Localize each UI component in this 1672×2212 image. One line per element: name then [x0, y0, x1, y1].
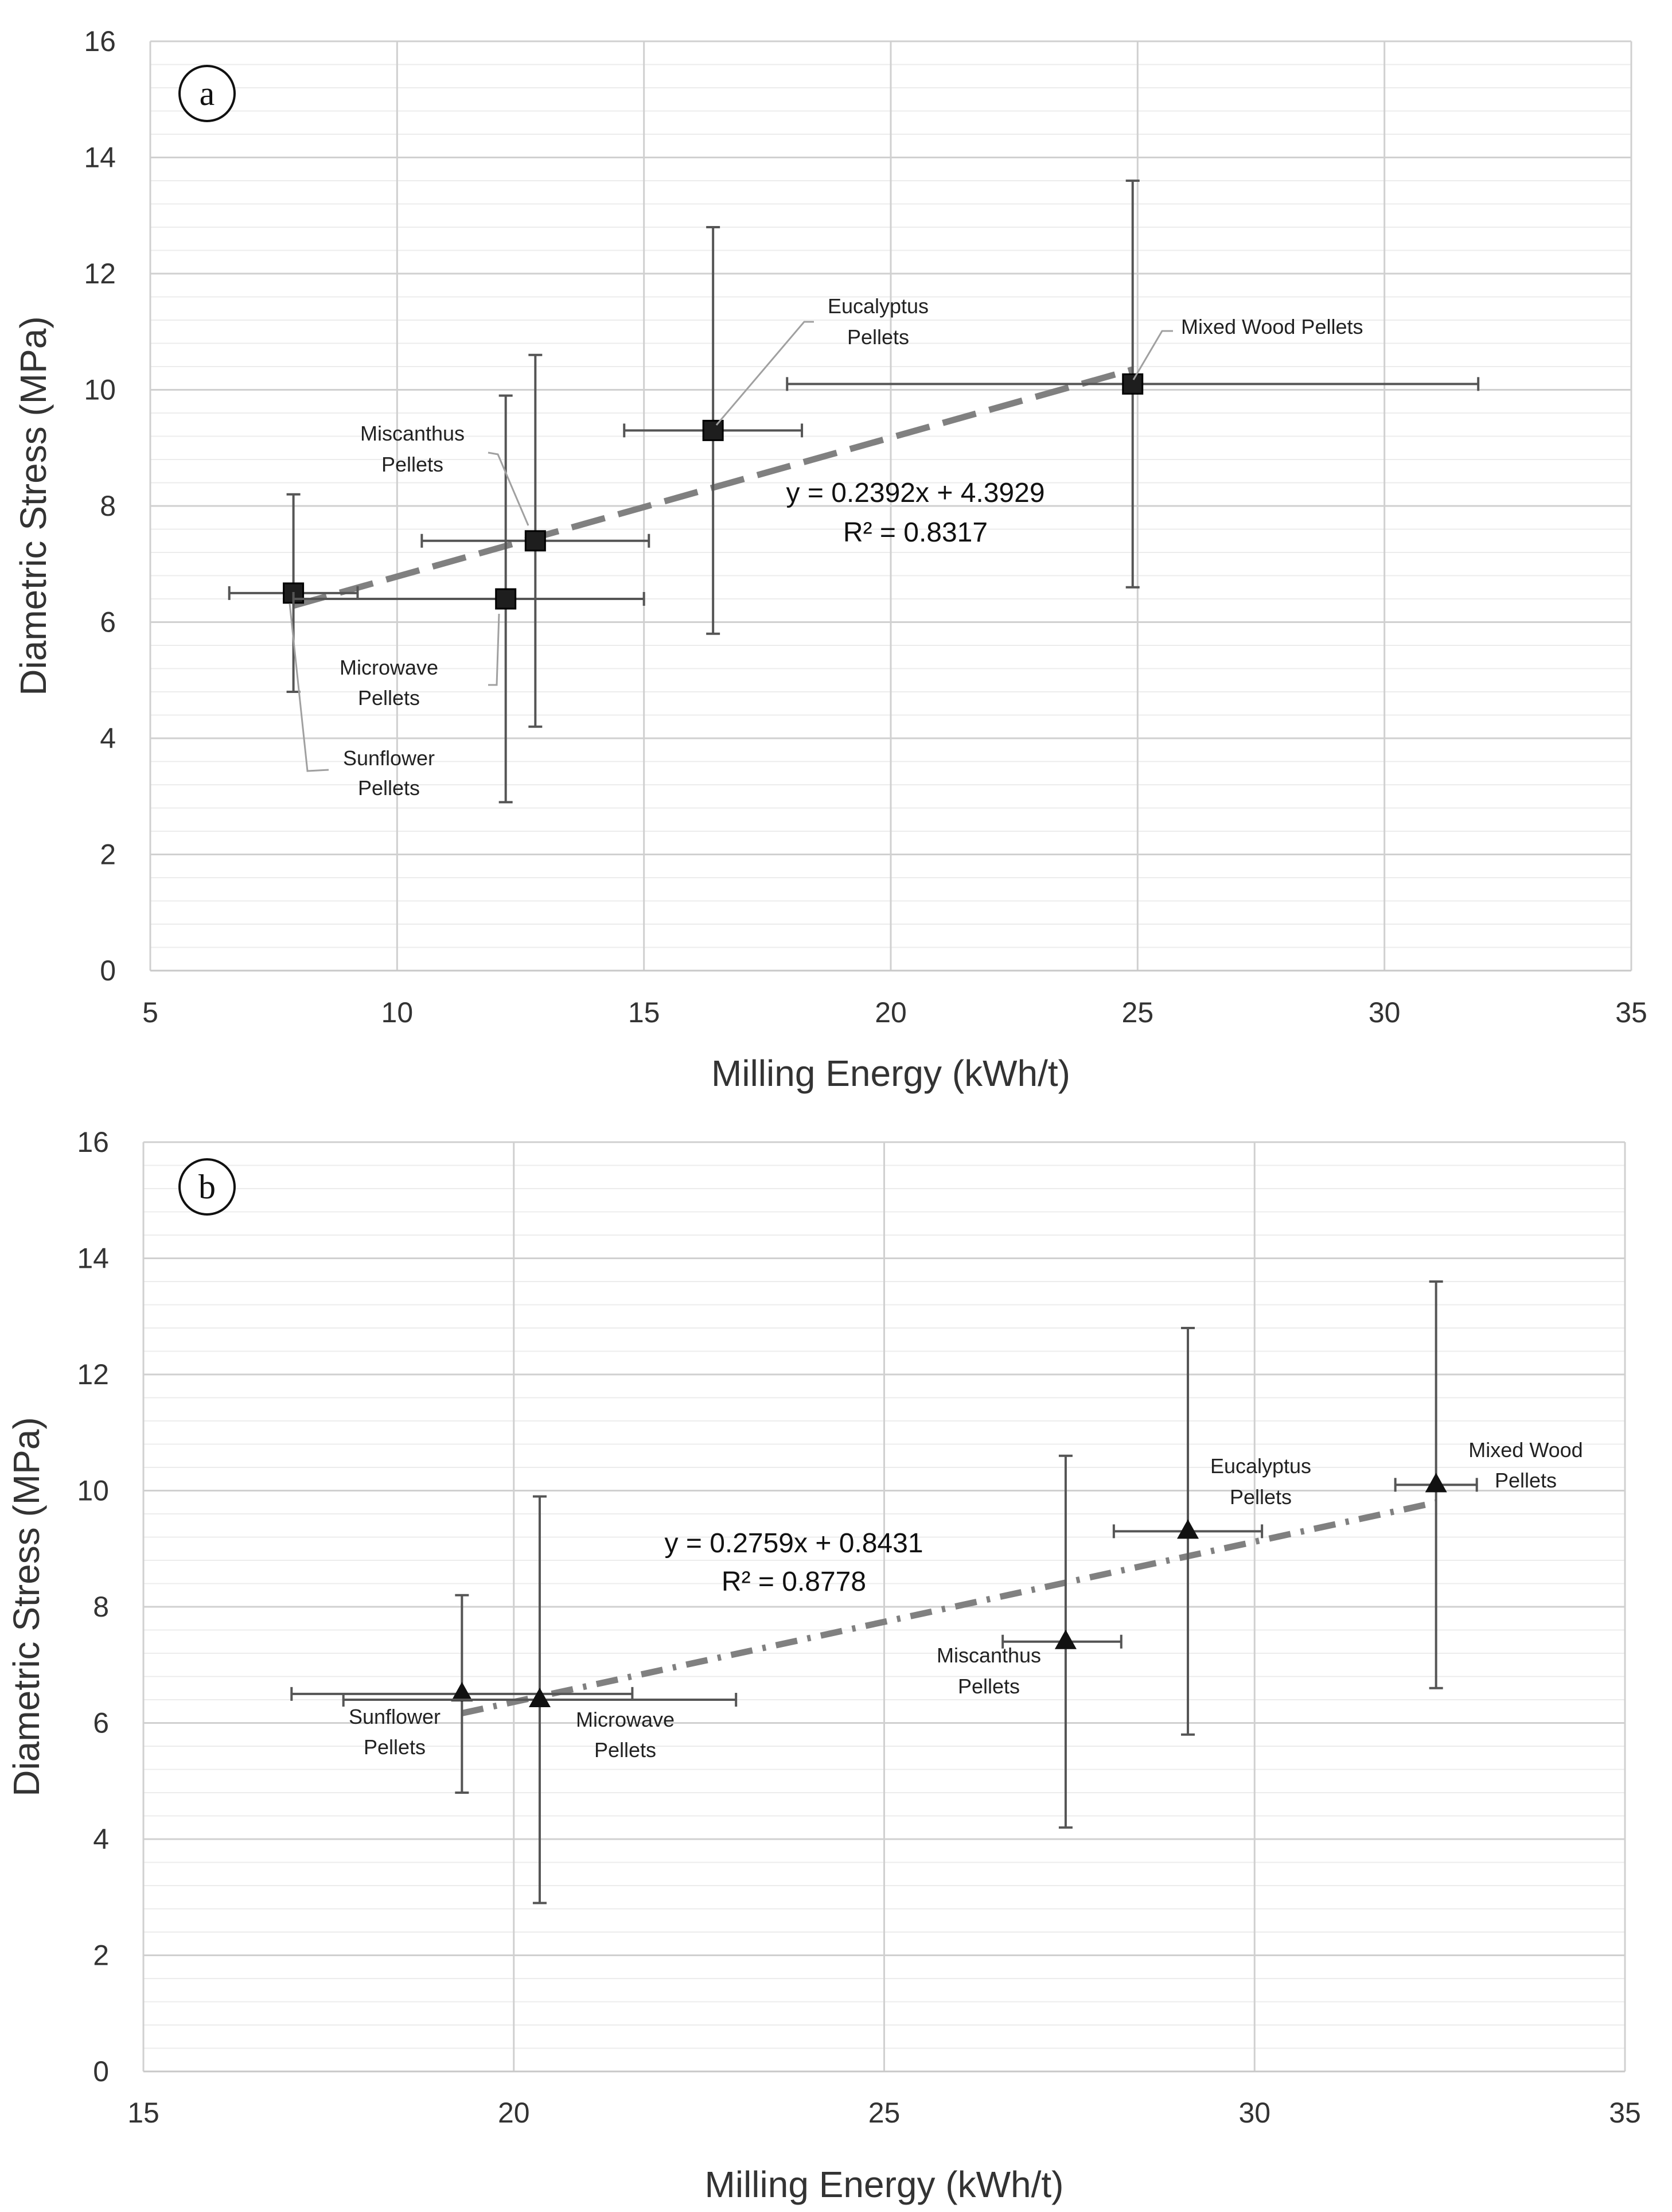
x-tick-label: 10	[381, 996, 414, 1029]
x-tick-label: 5	[142, 996, 158, 1029]
y-tick-label: 12	[77, 1358, 109, 1391]
data-point: Eucalyptus Pellets	[1112, 1327, 1311, 1736]
y-tick-label: 14	[77, 1243, 109, 1275]
triangle-marker	[1177, 1519, 1199, 1539]
x-tick-label: 15	[628, 996, 660, 1029]
trendline-r-squared: R² = 0.8778	[722, 1567, 866, 1597]
data-point: Miscanthus Pellets	[937, 1454, 1123, 1829]
label-leader-line	[289, 603, 329, 772]
square-marker	[1122, 373, 1144, 395]
data-point: Mixed Wood Pellets	[786, 180, 1480, 589]
x-tick-label: 35	[1615, 996, 1647, 1029]
point-label: Mixed Wood Pellets	[1181, 315, 1363, 338]
label-leader-line	[488, 451, 529, 526]
x-tick-label: 20	[498, 2097, 530, 2129]
y-tick-label: 6	[93, 1707, 109, 1739]
y-axis-title: Diametric Stress (MPa)	[13, 316, 54, 695]
trendline-equation: y = 0.2392x + 4.3929	[786, 478, 1044, 508]
triangle-marker	[1425, 1473, 1447, 1493]
y-tick-label: 10	[77, 1475, 109, 1507]
point-label: Mixed Wood	[1468, 1438, 1583, 1462]
y-tick-label: 12	[84, 258, 116, 290]
point-label: Pellets	[1230, 1485, 1292, 1509]
panel-letter: a	[200, 75, 215, 112]
y-tick-label: 4	[93, 1823, 109, 1855]
y-tick-label: 2	[93, 1940, 109, 1972]
data-point: Miscanthus Pellets	[360, 353, 650, 728]
point-label: Pellets	[594, 1738, 656, 1762]
point-label: Sunflower	[349, 1705, 441, 1728]
trendline-r-squared: R² = 0.8317	[843, 517, 988, 548]
square-marker	[495, 588, 517, 610]
panel-a: 0 2 4 6 8 10 12 14 16 5 10 15 20 25 30 35 Milling Energy…	[13, 25, 1647, 1094]
x-tick-label: 30	[1369, 996, 1401, 1029]
triangle-marker	[528, 1688, 551, 1707]
x-tick-label: 15	[127, 2097, 159, 2129]
point-label: Sunflower	[343, 746, 435, 770]
square-marker	[702, 419, 724, 441]
panel-b: 0 2 4 6 8 10 12 14 16 15 20 25 30 35 Milling Energy (k…	[6, 1126, 1641, 2205]
square-marker	[524, 530, 546, 552]
point-label: Microwave	[576, 1708, 675, 1731]
y-tick-label: 8	[93, 1591, 109, 1623]
x-tick-label: 25	[1122, 996, 1154, 1029]
panel-letter-circle	[178, 1158, 236, 1216]
data-point: Eucalyptus Pellets	[623, 226, 929, 635]
trendline	[461, 1499, 1437, 1716]
y-axis-title: Diametric Stress (MPa)	[6, 1417, 47, 1796]
point-label: Pellets	[381, 453, 443, 476]
x-tick-label: 25	[868, 2097, 901, 2129]
point-label: Pellets	[358, 776, 420, 800]
label-leader-line	[488, 613, 500, 686]
x-tick-label: 30	[1238, 2097, 1270, 2129]
y-tick-label: 16	[77, 1126, 109, 1158]
data-point: Sunflower Pellets	[290, 1594, 634, 1794]
point-label: Pellets	[958, 1674, 1020, 1698]
x-tick-label: 35	[1609, 2097, 1641, 2129]
point-label: Pellets	[847, 325, 909, 349]
y-tick-label: 10	[84, 374, 116, 406]
point-label: Pellets	[1495, 1469, 1557, 1492]
data-point: Microwave Pellets	[342, 1495, 738, 1905]
y-tick-label: 0	[100, 955, 116, 987]
y-tick-label: 6	[100, 606, 116, 638]
x-axis-title: Milling Energy (kWh/t)	[711, 1053, 1070, 1094]
triangle-marker	[451, 1681, 473, 1701]
trendline-equation: y = 0.2759x + 0.8431	[664, 1528, 923, 1559]
y-tick-label: 16	[84, 25, 116, 57]
y-tick-label: 2	[100, 839, 116, 871]
point-label: Miscanthus	[360, 422, 465, 445]
point-label: Pellets	[358, 686, 420, 710]
point-label: Eucalyptus	[1210, 1454, 1311, 1478]
point-label: Miscanthus	[937, 1644, 1041, 1667]
triangle-marker	[1054, 1629, 1077, 1649]
point-label: Pellets	[364, 1735, 426, 1759]
panel-letter-circle	[178, 65, 236, 122]
point-label: Microwave	[340, 656, 438, 679]
y-tick-label: 14	[84, 142, 116, 174]
y-tick-label: 8	[100, 490, 116, 522]
data-point: Microwave Pellets	[292, 394, 645, 804]
y-tick-label: 4	[100, 722, 116, 754]
label-leader-line	[715, 321, 814, 426]
y-tick-label: 0	[93, 2055, 109, 2088]
label-leader-line	[1132, 330, 1173, 380]
panel-letter: b	[198, 1168, 216, 1206]
data-point: Mixed Wood Pellets	[1394, 1280, 1583, 1689]
x-tick-label: 20	[875, 996, 907, 1029]
x-axis-title: Milling Energy (kWh/t)	[705, 2164, 1064, 2205]
point-label: Eucalyptus	[828, 294, 929, 318]
